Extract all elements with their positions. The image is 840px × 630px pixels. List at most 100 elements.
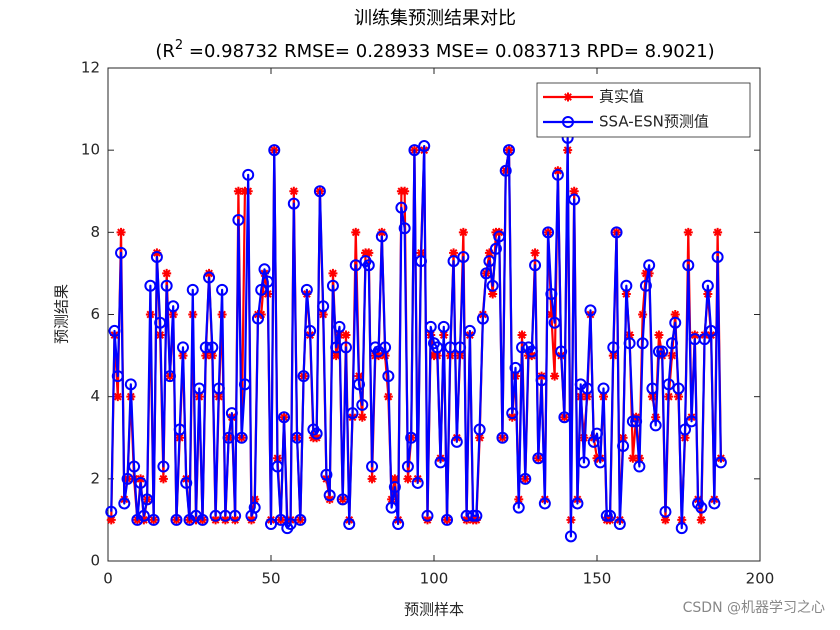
data-point (403, 474, 413, 484)
data-point (108, 324, 121, 337)
data-point (473, 423, 486, 436)
data-point (297, 370, 310, 383)
data-point (638, 310, 648, 319)
data-point (538, 497, 551, 510)
data-point (512, 501, 525, 514)
data-point (675, 522, 688, 535)
y-tick-label: 2 (90, 469, 100, 487)
data-point (639, 279, 652, 292)
data-point (233, 186, 243, 196)
data-point (670, 310, 680, 319)
data-point (665, 337, 678, 350)
data-point (414, 255, 427, 268)
data-point (555, 345, 568, 358)
data-point (346, 407, 359, 420)
data-point (489, 242, 502, 255)
y-tick-label: 12 (81, 59, 100, 77)
data-point (643, 259, 656, 272)
data-point (216, 283, 229, 296)
data-point (390, 474, 400, 484)
data-point (421, 509, 434, 522)
watermark: CSDN @机器学习之心 (683, 600, 825, 616)
data-point (418, 140, 431, 153)
data-point (548, 316, 561, 329)
data-point (398, 222, 411, 235)
data-point (212, 382, 225, 395)
data-point (701, 279, 714, 292)
data-point (274, 513, 287, 526)
data-point (248, 501, 261, 514)
data-point (196, 513, 209, 526)
data-point (154, 316, 167, 329)
data-point (366, 460, 379, 473)
data-point (457, 250, 470, 263)
y-axis-label: 预测结果 (53, 284, 71, 344)
y-tick-label: 10 (81, 141, 100, 159)
data-point (328, 268, 338, 278)
data-point (326, 279, 339, 292)
data-point (591, 427, 603, 440)
data-point (160, 279, 173, 292)
data-point (118, 497, 131, 510)
data-point (577, 456, 590, 469)
data-point (441, 513, 454, 526)
data-point (313, 185, 326, 198)
data-point (633, 460, 646, 473)
data-point (356, 398, 369, 411)
data-point (488, 289, 498, 299)
data-point (150, 250, 163, 263)
data-point (483, 255, 496, 268)
data-point (300, 283, 313, 296)
data-point (255, 283, 268, 296)
data-point (656, 345, 669, 358)
data-point (411, 476, 424, 489)
data-point (654, 330, 664, 340)
data-point (672, 382, 685, 395)
data-point (375, 230, 388, 243)
data-point (141, 493, 154, 506)
data-point (349, 259, 362, 272)
data-point (310, 427, 323, 440)
data-point (705, 324, 718, 337)
data-point (424, 320, 437, 333)
data-point (431, 341, 444, 354)
data-point (683, 227, 693, 237)
data-point (405, 431, 418, 444)
data-point (186, 283, 199, 296)
data-point (206, 341, 219, 354)
legend-marker (562, 116, 574, 128)
data-point (604, 509, 617, 522)
data-point (529, 259, 542, 272)
data-point (581, 382, 594, 395)
data-point (594, 456, 607, 469)
data-point (124, 378, 137, 391)
data-point (331, 351, 341, 361)
legend-box (536, 82, 751, 138)
data-point (222, 431, 235, 444)
data-point (158, 474, 168, 484)
x-tick-label: 0 (103, 570, 113, 588)
data-point (550, 371, 560, 381)
data-point (362, 259, 375, 272)
data-point (367, 474, 377, 484)
data-point (519, 472, 532, 485)
data-point (713, 227, 723, 237)
data-point (569, 186, 579, 196)
data-point (630, 415, 643, 428)
data-point (193, 382, 206, 395)
data-point (134, 476, 147, 489)
plot-area (107, 67, 761, 562)
data-point (400, 186, 410, 196)
data-point (323, 489, 336, 502)
x-tick-label: 150 (583, 570, 612, 588)
data-point (339, 341, 352, 354)
data-point (111, 370, 124, 383)
subtitle-sup: 2 (175, 38, 183, 53)
y-tick-label: 0 (90, 552, 100, 570)
data-point (516, 341, 529, 354)
data-point (258, 263, 271, 276)
data-point (662, 378, 675, 391)
data-point (144, 279, 157, 292)
data-point (620, 279, 633, 292)
